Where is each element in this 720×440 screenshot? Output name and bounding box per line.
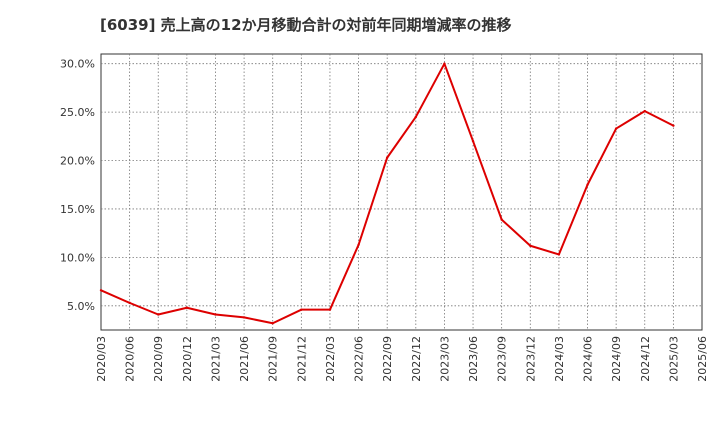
data-point bbox=[271, 322, 274, 325]
data-point bbox=[128, 301, 131, 305]
x-tick-label: 2024/03 bbox=[553, 336, 566, 382]
data-point bbox=[242, 316, 246, 319]
y-tick-label: 25.0% bbox=[60, 106, 95, 119]
data-point bbox=[385, 156, 389, 159]
data-point bbox=[643, 109, 646, 113]
x-tick-label: 2023/09 bbox=[496, 336, 509, 382]
x-tick-label: 2025/06 bbox=[696, 336, 709, 382]
data-point bbox=[500, 218, 503, 221]
data-point bbox=[328, 308, 332, 311]
data-point bbox=[214, 313, 217, 316]
x-tick-label: 2021/06 bbox=[238, 336, 251, 382]
data-point bbox=[414, 115, 418, 119]
x-tick-label: 2020/09 bbox=[152, 336, 165, 382]
x-tick-label: 2024/06 bbox=[582, 336, 595, 382]
data-point bbox=[300, 308, 303, 311]
x-tick-label: 2020/12 bbox=[181, 336, 194, 382]
y-tick-label: 30.0% bbox=[60, 58, 95, 71]
y-tick-label: 15.0% bbox=[60, 203, 95, 216]
data-point bbox=[185, 306, 189, 309]
data-point bbox=[471, 139, 475, 143]
x-tick-label: 2023/12 bbox=[524, 336, 537, 382]
data-point bbox=[557, 253, 561, 256]
y-tick-label: 5.0% bbox=[67, 300, 95, 313]
x-tick-label: 2021/09 bbox=[267, 336, 280, 382]
data-point bbox=[614, 127, 618, 130]
x-tick-label: 2020/03 bbox=[95, 336, 108, 382]
y-tick-label: 10.0% bbox=[60, 251, 95, 264]
data-point bbox=[443, 62, 446, 65]
plot-area bbox=[100, 53, 703, 331]
data-point bbox=[672, 124, 675, 127]
x-tick-label: 2025/03 bbox=[667, 336, 680, 382]
x-tick-label: 2022/09 bbox=[381, 336, 394, 382]
x-tick-label: 2024/12 bbox=[639, 336, 652, 382]
data-point bbox=[529, 244, 532, 247]
data-point bbox=[357, 243, 360, 246]
x-tick-label: 2022/06 bbox=[353, 336, 366, 382]
x-tick-label: 2021/03 bbox=[209, 336, 222, 382]
data-point bbox=[157, 313, 160, 316]
y-tick-label: 20.0% bbox=[60, 155, 95, 168]
x-tick-label: 2021/12 bbox=[295, 336, 308, 382]
data-point bbox=[99, 289, 103, 292]
data-point bbox=[586, 183, 589, 186]
x-tick-label: 2020/06 bbox=[124, 336, 137, 382]
x-tick-label: 2022/03 bbox=[324, 336, 337, 382]
chart-title: [6039] 売上高の12か月移動合計の対前年同期増減率の推移 bbox=[100, 16, 512, 34]
x-tick-label: 2022/12 bbox=[410, 336, 423, 382]
x-tick-label: 2023/06 bbox=[467, 336, 480, 382]
x-tick-label: 2023/03 bbox=[438, 336, 451, 382]
x-tick-label: 2024/09 bbox=[610, 336, 623, 382]
